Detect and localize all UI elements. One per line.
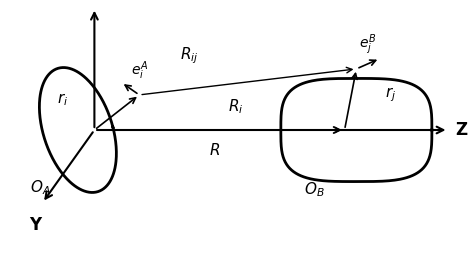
Text: $O_B$: $O_B$ — [303, 180, 324, 199]
Text: Y: Y — [29, 216, 42, 234]
Text: Z: Z — [455, 121, 468, 139]
Text: X: X — [85, 0, 99, 3]
Text: $O_A$: $O_A$ — [30, 178, 51, 197]
Text: $R$: $R$ — [209, 142, 220, 158]
Text: $r_j$: $r_j$ — [385, 86, 396, 104]
Text: $R_i$: $R_i$ — [228, 97, 244, 116]
Text: $R_{ij}$: $R_{ij}$ — [179, 46, 198, 66]
Text: $e_j^B$: $e_j^B$ — [359, 33, 376, 57]
Text: $e_i^A$: $e_i^A$ — [131, 59, 148, 82]
Text: $r_i$: $r_i$ — [57, 92, 68, 108]
